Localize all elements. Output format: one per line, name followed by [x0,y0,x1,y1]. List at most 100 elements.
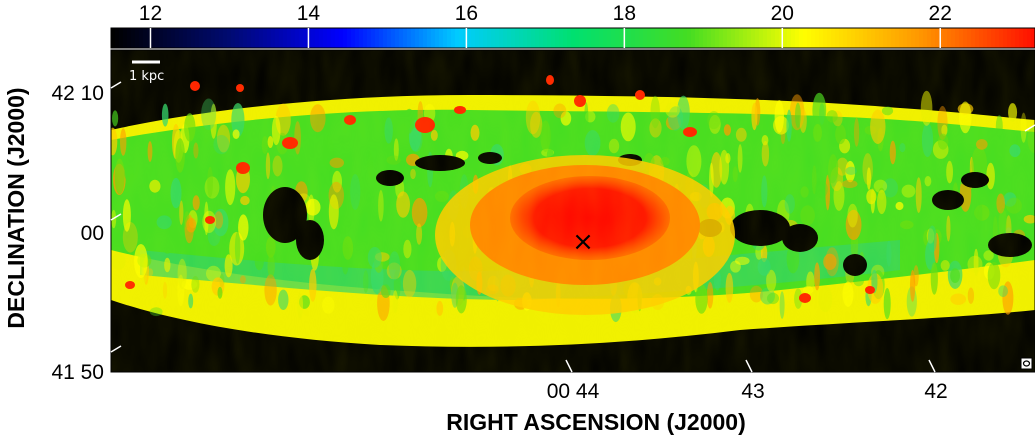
colorbar-cell [363,28,368,48]
colorbar-cell [743,28,748,48]
colorbar-cell [959,28,964,48]
colorbar-cell [759,28,764,48]
colorbar-cell [287,28,292,48]
colorbar-cell [331,28,336,48]
colorbar-ticks: 12 14 16 18 20 22 [139,2,952,48]
colorbar-cell [351,28,356,48]
colorbar-cell [159,28,164,48]
colorbar-cell [491,28,496,48]
colorbar-cell [659,28,664,48]
colorbar-cell [359,28,364,48]
colorbar-cell [167,28,172,48]
colorbar-cell [343,28,348,48]
colorbar-cell [671,28,676,48]
y-tick-label: 42 10 [51,82,104,105]
x-tick-label: 43 [741,380,764,403]
colorbar-cell [227,28,232,48]
colorbar-cell [527,28,532,48]
colorbar-cell [611,28,616,48]
colorbar-cell [899,28,904,48]
colorbar-cell [787,28,792,48]
colorbar-cell [763,28,768,48]
colorbar-cell [871,28,876,48]
colorbar-cell [275,28,280,48]
colorbar-cell [243,28,248,48]
colorbar-cell [271,28,276,48]
colorbar-cell [1019,28,1024,48]
colorbar-cell [375,28,380,48]
colorbar-cell [599,28,604,48]
colorbar-cell [923,28,928,48]
colorbar-cell [407,28,412,48]
colorbar-cell [279,28,284,48]
colorbar-cell [367,28,372,48]
colorbar-cell [683,28,688,48]
colorbar-tick-label: 14 [297,2,321,25]
colorbar-cell [191,28,196,48]
colorbar-cell [999,28,1004,48]
colorbar-cell [643,28,648,48]
colorbar-cell [431,28,436,48]
colorbar-cell [231,28,236,48]
colorbar-cell [219,28,224,48]
scale-bar: 1 kpc [129,60,164,84]
colorbar-cell [155,28,160,48]
colorbar-cell [755,28,760,48]
colorbar-cell [559,28,564,48]
colorbar-tick-label: 12 [139,2,162,25]
colorbar-cell [631,28,636,48]
colorbar-cell [135,28,140,48]
colorbar-cell [647,28,652,48]
colorbar-cell [839,28,844,48]
colorbar-cell [295,28,300,48]
colorbar-cell [283,28,288,48]
colorbar-cell [603,28,608,48]
colorbar-cell [811,28,816,48]
colorbar-cell [927,28,932,48]
colorbar-cell [875,28,880,48]
colorbar-cell [807,28,812,48]
colorbar-cell [443,28,448,48]
colorbar-cell [987,28,992,48]
colorbar-cell [143,28,148,48]
colorbar-cell [1023,28,1028,48]
colorbar-cell [131,28,136,48]
colorbar-cell [403,28,408,48]
colorbar-cell [715,28,720,48]
colorbar-cell [463,28,468,48]
colorbar-cell [795,28,800,48]
colorbar-cell [891,28,896,48]
colorbar-cell [619,28,624,48]
colorbar-cell [979,28,984,48]
colorbar-cell [315,28,320,48]
colorbar-cell [471,28,476,48]
colorbar-cell [519,28,524,48]
colorbar-cell [823,28,828,48]
colorbar-cell [395,28,400,48]
colorbar-cell [663,28,668,48]
map-ticks [110,81,1035,373]
colorbar-cell [915,28,920,48]
colorbar-cell [427,28,432,48]
colorbar-cell [591,28,596,48]
colorbar-cell [311,28,316,48]
colorbar-cell [843,28,848,48]
colorbar-cell [723,28,728,48]
colorbar-cell [247,28,252,48]
colorbar-cell [883,28,888,48]
colorbar-cell [179,28,184,48]
colorbar-cell [259,28,264,48]
colorbar-cell [855,28,860,48]
colorbar-cell [199,28,204,48]
colorbar-cell [151,28,156,48]
colorbar-cell [575,28,580,48]
colorbar-cell [383,28,388,48]
colorbar-cell [639,28,644,48]
colorbar-cell [411,28,416,48]
colorbar-cell [1011,28,1016,48]
colorbar-cell [607,28,612,48]
colorbar-cell [863,28,868,48]
map-panel: × [111,50,1035,372]
colorbar-cell [615,28,620,48]
colorbar-cell [111,28,116,48]
